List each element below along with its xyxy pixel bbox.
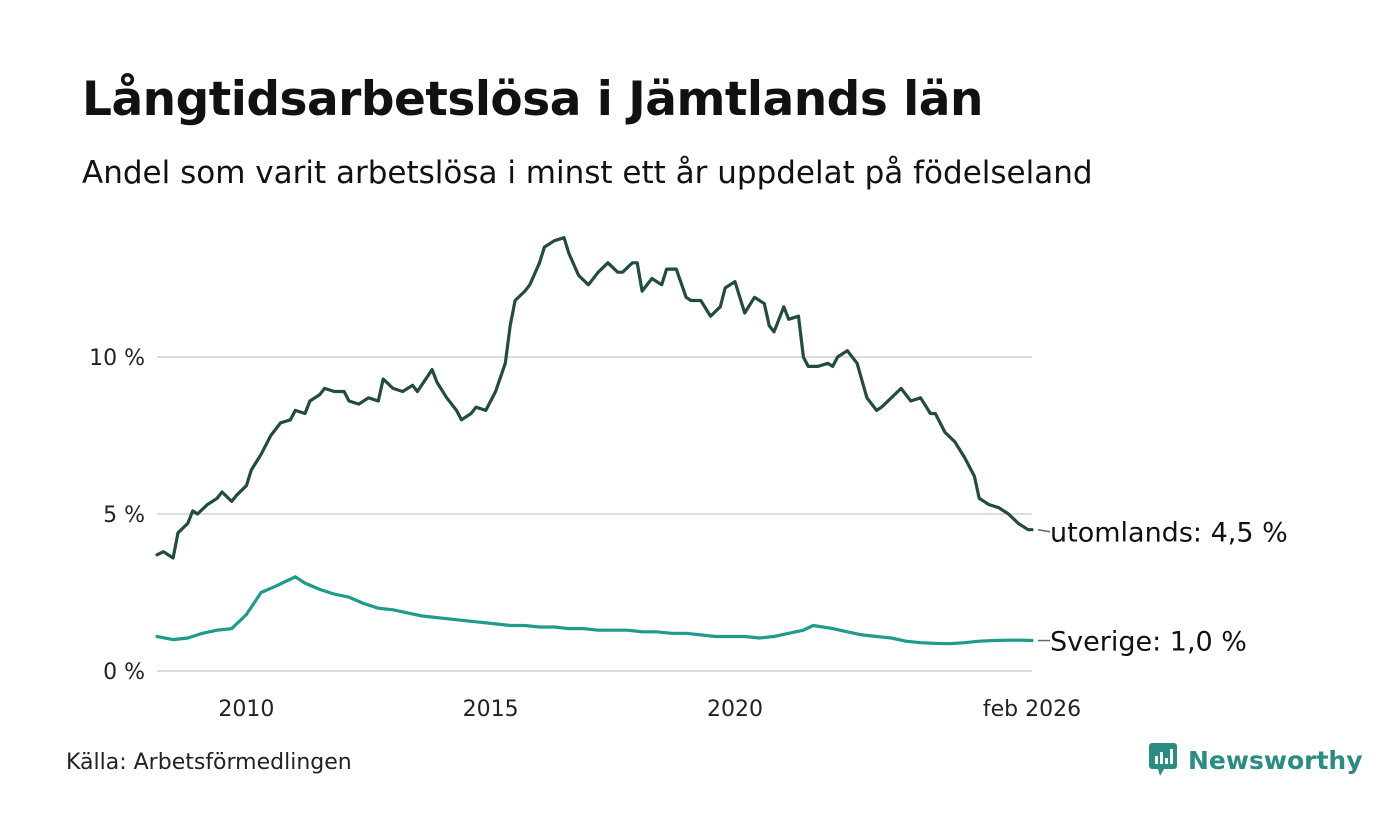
y-axis-ticks: 0 % 5 % 10 % bbox=[89, 346, 145, 685]
brand-name: Newsworthy bbox=[1188, 745, 1363, 775]
series-lines bbox=[155, 236, 1034, 646]
y-tick-label: 5 % bbox=[103, 503, 145, 528]
x-tick-label: 2020 bbox=[707, 697, 763, 722]
x-tick-label: feb 2026 bbox=[983, 697, 1081, 722]
x-tick-label: 2010 bbox=[218, 697, 274, 722]
y-tick-label: 0 % bbox=[103, 660, 145, 685]
brand-logo: Newsworthy bbox=[1148, 742, 1363, 778]
chart-subtitle: Andel som varit arbetslösa i minst ett å… bbox=[82, 155, 1093, 191]
y-tick-label: 10 % bbox=[89, 346, 145, 371]
newsworthy-logo-icon bbox=[1149, 743, 1177, 776]
x-axis-ticks: 2010 2015 2020 feb 2026 bbox=[218, 697, 1081, 722]
end-label-leader bbox=[1037, 528, 1051, 533]
series-end-label-Sverige: Sverige: 1,0 % bbox=[1050, 627, 1247, 658]
series-line-utomlands bbox=[155, 236, 1034, 560]
gridlines bbox=[157, 356, 1032, 672]
series-end-labels: utomlands: 4,5 % Sverige: 1,0 % bbox=[1037, 518, 1288, 658]
source-note: Källa: Arbetsförmedlingen bbox=[66, 750, 352, 775]
series-line-Sverige bbox=[155, 575, 1034, 646]
x-tick-label: 2015 bbox=[463, 697, 519, 722]
chart-title: Långtidsarbetslösa i Jämtlands län bbox=[82, 72, 983, 127]
series-end-label-utomlands: utomlands: 4,5 % bbox=[1050, 518, 1288, 549]
